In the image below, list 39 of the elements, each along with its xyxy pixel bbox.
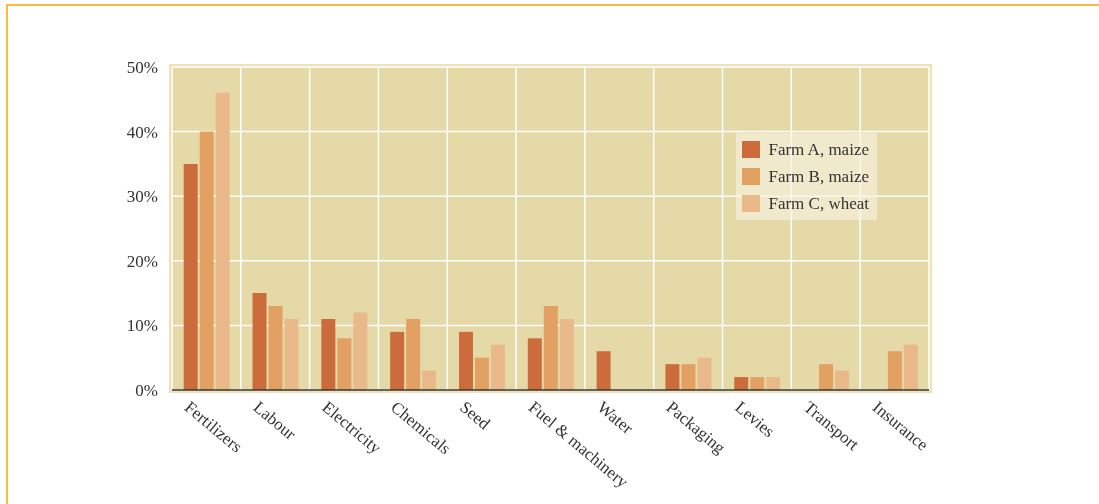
bar [252,293,267,390]
bar [268,306,283,390]
y-tick-label: 0% [135,380,158,400]
bar [734,377,749,390]
y-tick-label: 40% [126,122,158,142]
bar [199,131,214,390]
x-tick-label: Seed [456,397,495,434]
bar [665,364,680,390]
bar [215,92,230,390]
bar [321,318,336,390]
bar [337,338,352,390]
bar [490,344,505,390]
bar [353,312,368,390]
y-tick-label: 30% [126,187,158,207]
bar [887,351,902,390]
bar [406,318,421,390]
bar [543,306,558,390]
bar [183,163,198,390]
y-tick-label: 50% [126,57,158,77]
bar [390,331,405,390]
bar [750,377,765,390]
bar [458,331,473,390]
bar [474,357,489,390]
bar [903,344,918,390]
bar [284,318,299,390]
bar [527,338,542,390]
legend-label: Farm A, maize [768,139,869,160]
bar [596,351,611,390]
y-tick-label: 20% [126,251,158,271]
legend-label: Farm C, wheat [768,193,869,214]
bar [422,370,437,390]
bar [819,364,834,390]
bar [681,364,696,390]
bar [559,318,574,390]
bar [766,377,781,390]
legend-label: Farm B, maize [768,166,869,187]
bar [835,370,850,390]
bar [697,357,712,390]
y-tick-label: 10% [126,316,158,336]
